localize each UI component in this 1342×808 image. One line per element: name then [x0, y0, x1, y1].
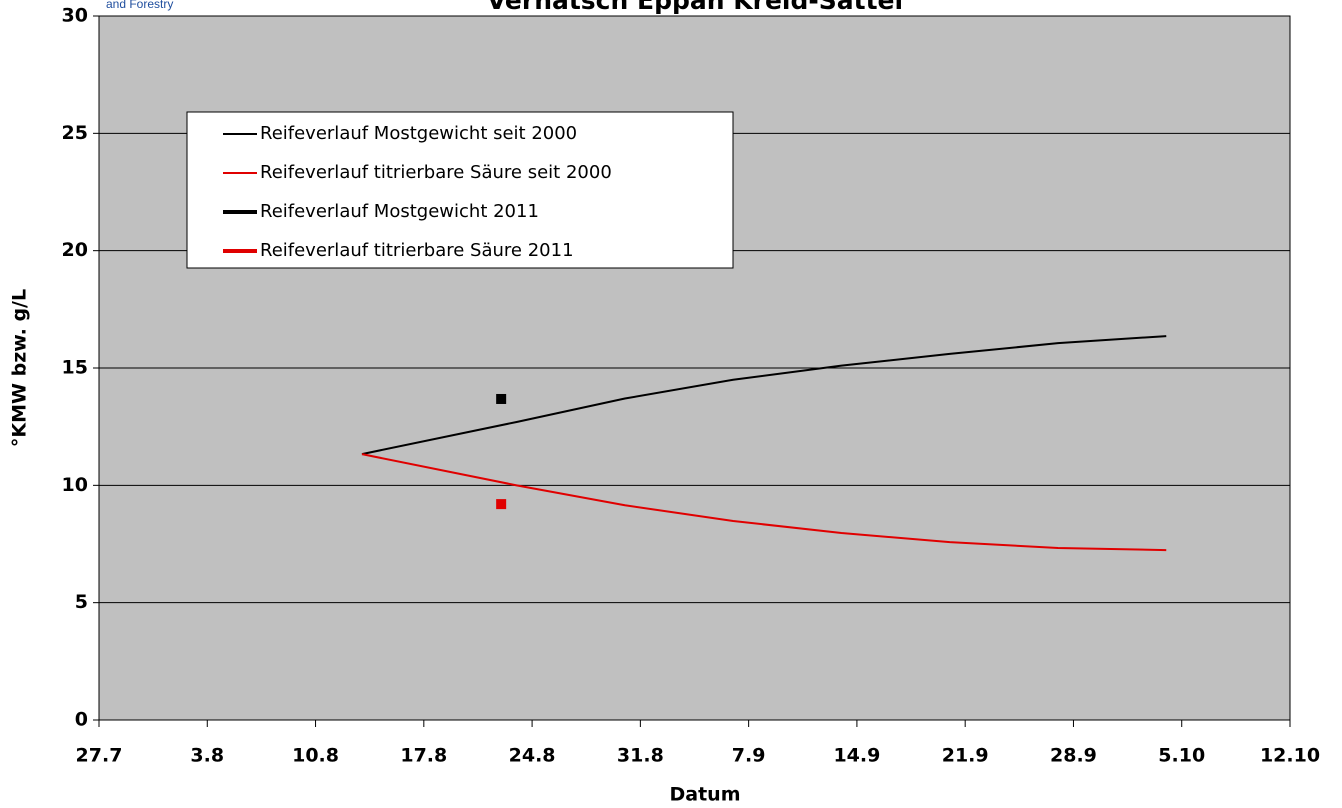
x-tick-label: 31.8	[617, 745, 664, 767]
x-tick-label: 14.9	[833, 745, 880, 767]
legend-label: Reifeverlauf titrierbare Säure 2011	[260, 240, 574, 261]
y-tick-label: 15	[62, 357, 88, 379]
y-tick-label: 10	[62, 474, 88, 496]
y-axis-label: °KMW bzw. g/L	[9, 289, 31, 447]
series-line	[361, 335, 1167, 456]
legend-label: Reifeverlauf titrierbare Säure seit 2000	[260, 162, 612, 183]
x-tick-label: 27.7	[76, 745, 123, 767]
legend-box	[186, 111, 734, 269]
series-line	[361, 453, 1167, 552]
y-tick-label: 20	[62, 239, 88, 261]
y-tick-label: 0	[75, 709, 88, 731]
x-tick-label: 28.9	[1050, 745, 1097, 767]
y-tick-label: 30	[62, 5, 88, 27]
x-tick-label: 3.8	[190, 745, 224, 767]
x-tick-label: 12.10	[1260, 745, 1320, 767]
marker	[496, 499, 507, 510]
x-tick-label: 17.8	[400, 745, 447, 767]
legend: Reifeverlauf Mostgewicht seit 2000 Reifev…	[186, 111, 734, 269]
x-tick-label: 10.8	[292, 745, 339, 767]
x-axis-label: Datum	[670, 784, 741, 806]
x-tick-label: 24.8	[509, 745, 556, 767]
x-tick-label: 21.9	[942, 745, 989, 767]
legend-label: Reifeverlauf Mostgewicht seit 2000	[260, 123, 577, 144]
chart-title: Vernatsch Eppan Kreid-Sattel	[487, 0, 903, 15]
y-tick-label: 25	[62, 122, 88, 144]
x-tick-label: 5.10	[1158, 745, 1205, 767]
legend-label: Reifeverlauf Mostgewicht 2011	[260, 201, 539, 222]
x-tick-label: 7.9	[732, 745, 766, 767]
marker	[496, 393, 507, 404]
y-tick-label: 5	[75, 591, 88, 613]
org-text: and Forestry	[106, 0, 173, 11]
